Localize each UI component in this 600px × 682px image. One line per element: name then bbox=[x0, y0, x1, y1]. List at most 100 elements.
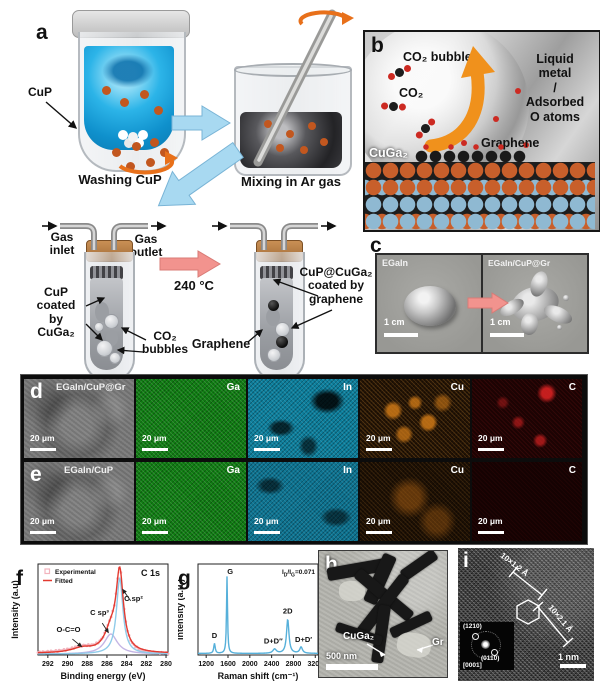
svg-text:286: 286 bbox=[101, 661, 113, 668]
eds-tile-d-cu: Cu 20 μm bbox=[360, 379, 470, 458]
washing-caption: Washing CuP bbox=[78, 172, 162, 187]
panel-d-label: d bbox=[30, 380, 43, 403]
crystal-cluster bbox=[118, 130, 128, 140]
tube-2-note: CuP@CuGa₂ coated by graphene bbox=[299, 265, 373, 306]
cuga2-tem-label: CuGa₂ bbox=[343, 631, 375, 642]
scale-text: 20 μm bbox=[142, 516, 167, 526]
svg-text:290: 290 bbox=[62, 661, 74, 668]
scale-text: 20 μm bbox=[254, 516, 279, 526]
metal-satellite bbox=[563, 295, 569, 301]
tube-2-contents bbox=[260, 278, 293, 370]
sem-title-e: EGaIn/CuP bbox=[64, 465, 114, 476]
svg-text:Binding energy (eV): Binding energy (eV) bbox=[60, 671, 145, 681]
element-label: Ga bbox=[226, 465, 240, 476]
scale-text: 1 cm bbox=[384, 317, 405, 327]
element-label: C bbox=[568, 465, 576, 476]
panel-b-label: b bbox=[371, 34, 384, 57]
fft-diffraction-ring bbox=[471, 631, 501, 659]
fft-spot-0110 bbox=[491, 649, 498, 656]
washing-vial bbox=[78, 32, 186, 172]
photo-egain-cup-gr: EGaIn/CuP@Gr 1 cm bbox=[481, 253, 589, 354]
element-label: C bbox=[568, 382, 576, 393]
lattice-spacing-1-label: 10×1.2 Å bbox=[498, 550, 531, 579]
scale-text: 20 μm bbox=[254, 433, 279, 443]
cup-pointer-label: CuP bbox=[28, 85, 52, 99]
eds-tile-d-c: C 20 μm bbox=[472, 379, 582, 458]
hrtem-image: i 10×1.2 Å 10×2.1 Å (1210) (0110) [0001]… bbox=[458, 548, 594, 681]
lattice-row-mixed bbox=[365, 179, 595, 196]
svg-text:2400: 2400 bbox=[264, 661, 280, 668]
eds-mapping-strip: d EGaIn/CuP@Gr 20 μm Ga 20 μm In 20 μm C… bbox=[20, 374, 588, 545]
particle-band-1 bbox=[90, 266, 123, 280]
svg-text:284: 284 bbox=[121, 661, 133, 668]
mixing-caption: Mixing in Ar gas bbox=[241, 174, 341, 189]
adsorbed-o-atom bbox=[515, 88, 521, 94]
cup-particles bbox=[102, 86, 111, 95]
photo-egain: EGaIn 1 cm bbox=[375, 253, 483, 354]
graphene-note: Graphene bbox=[191, 337, 251, 351]
fft-center-spot bbox=[481, 640, 490, 649]
scale-bar bbox=[30, 447, 56, 451]
co2-bubble bbox=[275, 322, 290, 337]
scale-bar bbox=[384, 333, 418, 337]
scale-text: 20 μm bbox=[366, 516, 391, 526]
xps-chart: 292 290 288 286 284 282 280 Binding energy (eV)… bbox=[8, 550, 176, 682]
co2-bubble-label: CO₂ bubble bbox=[403, 50, 472, 64]
svg-text:C 1s: C 1s bbox=[141, 568, 160, 578]
raman-chart: 1200 1600 2000 2400 2800 3200 Raman shift (cm⁻… bbox=[178, 550, 328, 682]
svg-text:1200: 1200 bbox=[198, 661, 214, 668]
co2-bubble bbox=[267, 348, 281, 362]
sem-tile-e: e EGaIn/CuP 20 μm bbox=[24, 462, 134, 541]
gas-inlet-label: Gas inlet bbox=[49, 230, 75, 258]
tube-1-note: CuP coated by CuGa₂ bbox=[36, 285, 76, 340]
scale-text: 20 μm bbox=[30, 433, 55, 443]
scale-bar bbox=[326, 664, 378, 670]
egain-droplet bbox=[404, 286, 456, 326]
scale-bar bbox=[478, 447, 504, 451]
sem-tile-d: d EGaIn/CuP@Gr 20 μm bbox=[24, 379, 134, 458]
co2-bubble bbox=[94, 322, 104, 332]
eds-tile-e-in: In 20 μm bbox=[248, 462, 358, 541]
scale-bar bbox=[478, 530, 504, 534]
svg-text:280: 280 bbox=[160, 661, 172, 668]
scale-text: 20 μm bbox=[478, 516, 503, 526]
svg-text:O-C=O: O-C=O bbox=[57, 625, 81, 634]
svg-text:Experimental: Experimental bbox=[55, 569, 96, 576]
gr-tem-label: Gr bbox=[432, 637, 444, 648]
liquid-metal-label: Liquid metal / Adsorbed O atoms bbox=[525, 52, 585, 124]
element-label: Ga bbox=[226, 382, 240, 393]
svg-text:292: 292 bbox=[42, 661, 54, 668]
photo-egain-cup-gr-title: EGaIn/CuP@Gr bbox=[488, 258, 551, 268]
element-label: In bbox=[343, 382, 352, 393]
svg-text:Fitted: Fitted bbox=[55, 578, 73, 585]
graphene-flake bbox=[339, 581, 365, 601]
graphene-flake bbox=[395, 630, 433, 660]
eds-tile-e-ga: Ga 20 μm bbox=[136, 462, 246, 541]
panel-c-label: c bbox=[370, 234, 382, 257]
lattice-spacing-2-label: 10×2.1 Å bbox=[546, 603, 575, 634]
fft-1210-label: (1210) bbox=[463, 623, 482, 630]
adsorbed-o-atom bbox=[493, 116, 499, 122]
fft-0110-label: (0110) bbox=[481, 655, 500, 662]
svg-text:Intensity (a.u): Intensity (a.u) bbox=[10, 580, 20, 639]
scale-text: 20 μm bbox=[366, 433, 391, 443]
beaker-rim bbox=[234, 63, 352, 77]
lattice-row-mixed bbox=[365, 213, 595, 230]
panel-a-label: a bbox=[36, 21, 48, 44]
eds-tile-e-c: C 20 μm bbox=[472, 462, 582, 541]
svg-text:3200: 3200 bbox=[307, 661, 323, 668]
panel-g-label: g bbox=[178, 567, 191, 590]
scale-text: 20 μm bbox=[30, 516, 55, 526]
scale-text: 1 nm bbox=[558, 652, 580, 662]
svg-text:2800: 2800 bbox=[286, 661, 302, 668]
co2-bubbles-note: CO₂ bubbles bbox=[141, 329, 188, 357]
lattice-row-orange bbox=[365, 162, 595, 179]
mixing-beaker bbox=[234, 63, 352, 176]
sem-title-d: EGaIn/CuP@Gr bbox=[56, 382, 126, 393]
scale-bar bbox=[560, 664, 586, 668]
photo-egain-title: EGaIn bbox=[382, 258, 409, 268]
scale-text: 20 μm bbox=[142, 433, 167, 443]
co2-bubble bbox=[96, 340, 113, 357]
eds-tile-d-ga: Ga 20 μm bbox=[136, 379, 246, 458]
